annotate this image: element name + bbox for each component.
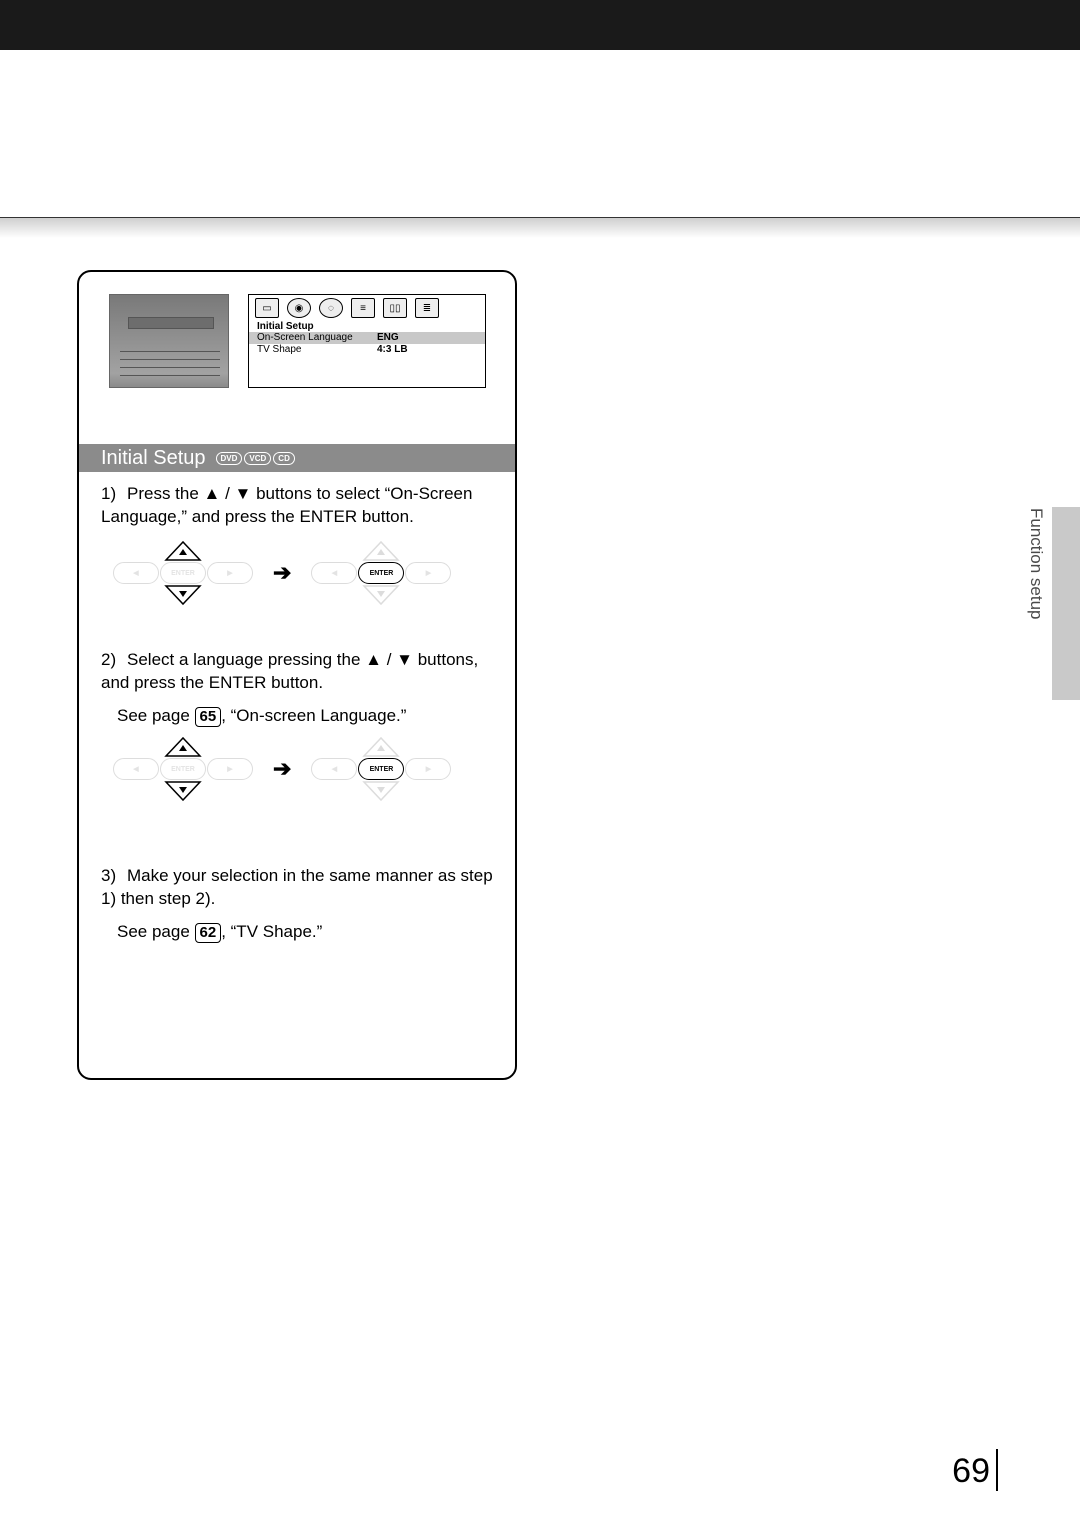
page-number: 69 bbox=[952, 1452, 990, 1491]
remote-right: ◀ ENTER ▶ bbox=[311, 736, 451, 802]
osd-key: TV Shape bbox=[257, 344, 377, 356]
right-button-icon: ▶ bbox=[207, 758, 253, 780]
up-button-icon bbox=[160, 736, 206, 758]
osd-key: On-Screen Language bbox=[257, 332, 377, 344]
right-button-icon: ▶ bbox=[405, 758, 451, 780]
device-illustration bbox=[109, 294, 229, 388]
enter-button-icon: ENTER bbox=[160, 758, 206, 780]
page-number-divider bbox=[996, 1449, 998, 1491]
side-tab bbox=[1052, 507, 1080, 700]
remote-left: ◀ ENTER ▶ bbox=[113, 540, 253, 606]
step-num: 3) bbox=[101, 864, 127, 887]
up-button-icon bbox=[358, 736, 404, 758]
step-text: Select a language pressing the ▲ / ▼ but… bbox=[101, 650, 478, 692]
osd-row: On-Screen Language ENG bbox=[249, 332, 485, 344]
header-dark-bar bbox=[0, 0, 1080, 50]
section-header: Initial Setup DVD VCD CD bbox=[79, 444, 515, 472]
osd-value: 4:3 LB bbox=[377, 344, 408, 356]
see-post: , “On-screen Language.” bbox=[221, 706, 406, 725]
osd-icon: ≡ bbox=[351, 298, 375, 318]
down-button-icon bbox=[358, 584, 404, 606]
up-button-icon bbox=[358, 540, 404, 562]
osd-row: TV Shape 4:3 LB bbox=[249, 344, 485, 356]
enter-button-icon: ENTER bbox=[358, 758, 404, 780]
left-button-icon: ◀ bbox=[311, 562, 357, 584]
remote-diagram-1: ◀ ENTER ▶ ➔ ◀ ENTER ▶ bbox=[113, 540, 451, 606]
badge-cd: CD bbox=[273, 452, 295, 465]
badge-vcd: VCD bbox=[244, 452, 271, 465]
left-button-icon: ◀ bbox=[113, 758, 159, 780]
disc-badges: DVD VCD CD bbox=[216, 452, 295, 465]
step-1: 1)Press the ▲ / ▼ buttons to select “On-… bbox=[101, 482, 496, 528]
remote-left: ◀ ENTER ▶ bbox=[113, 736, 253, 802]
left-button-icon: ◀ bbox=[113, 562, 159, 584]
instruction-panel: ▭ ◉ ◌ ≡ ▯▯ ≣ Initial Setup On-Screen Lan… bbox=[77, 270, 517, 1080]
osd-value: ENG bbox=[377, 332, 399, 344]
page-ref: 62 bbox=[195, 923, 222, 943]
osd-icon: ▭ bbox=[255, 298, 279, 318]
remote-diagram-2: ◀ ENTER ▶ ➔ ◀ ENTER ▶ bbox=[113, 736, 451, 802]
osd-title: Initial Setup bbox=[249, 321, 485, 332]
enter-button-icon: ENTER bbox=[358, 562, 404, 584]
step-3: 3)Make your selection in the same manner… bbox=[101, 864, 496, 910]
osd-icon: ◉ bbox=[287, 298, 311, 318]
osd-icon-row: ▭ ◉ ◌ ≡ ▯▯ ≣ bbox=[249, 295, 485, 321]
see-page-1: See page 65, “On-screen Language.” bbox=[117, 704, 406, 727]
side-tab-label: Function setup bbox=[1026, 508, 1046, 620]
arrow-right-icon: ➔ bbox=[273, 560, 291, 586]
right-button-icon: ▶ bbox=[405, 562, 451, 584]
right-button-icon: ▶ bbox=[207, 562, 253, 584]
down-button-icon bbox=[160, 780, 206, 802]
step-num: 2) bbox=[101, 648, 127, 671]
see-page-2: See page 62, “TV Shape.” bbox=[117, 920, 322, 943]
arrow-right-icon: ➔ bbox=[273, 756, 291, 782]
osd-icon: ◌ bbox=[319, 298, 343, 318]
up-button-icon bbox=[160, 540, 206, 562]
page-ref: 65 bbox=[195, 707, 222, 727]
section-title: Initial Setup bbox=[101, 447, 206, 470]
down-button-icon bbox=[160, 584, 206, 606]
remote-right: ◀ ENTER ▶ bbox=[311, 540, 451, 606]
badge-dvd: DVD bbox=[216, 452, 243, 465]
osd-icon: ▯▯ bbox=[383, 298, 407, 318]
see-pre: See page bbox=[117, 922, 195, 941]
step-text: Make your selection in the same manner a… bbox=[101, 866, 493, 908]
osd-icon: ≣ bbox=[415, 298, 439, 318]
step-text: Press the ▲ / ▼ buttons to select “On-Sc… bbox=[101, 484, 472, 526]
left-button-icon: ◀ bbox=[311, 758, 357, 780]
osd-screen: ▭ ◉ ◌ ≡ ▯▯ ≣ Initial Setup On-Screen Lan… bbox=[248, 294, 486, 388]
see-pre: See page bbox=[117, 706, 195, 725]
enter-button-icon: ENTER bbox=[160, 562, 206, 584]
step-2: 2)Select a language pressing the ▲ / ▼ b… bbox=[101, 648, 496, 694]
step-num: 1) bbox=[101, 482, 127, 505]
see-post: , “TV Shape.” bbox=[221, 922, 322, 941]
header-gradient bbox=[0, 218, 1080, 238]
down-button-icon bbox=[358, 780, 404, 802]
